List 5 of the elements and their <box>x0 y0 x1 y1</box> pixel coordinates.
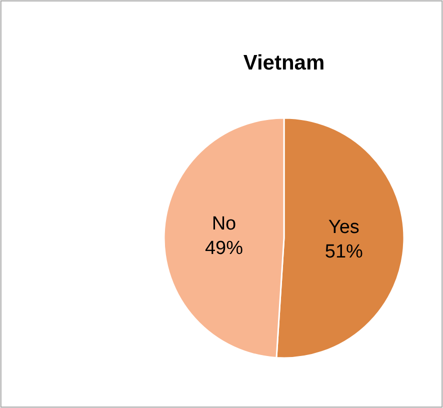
chart-title: Vietnam <box>243 51 325 74</box>
slice-label: No <box>212 213 236 234</box>
slice-label: Yes <box>328 217 360 238</box>
data-label: 51% <box>324 242 364 263</box>
data-label: 49% <box>204 238 244 259</box>
